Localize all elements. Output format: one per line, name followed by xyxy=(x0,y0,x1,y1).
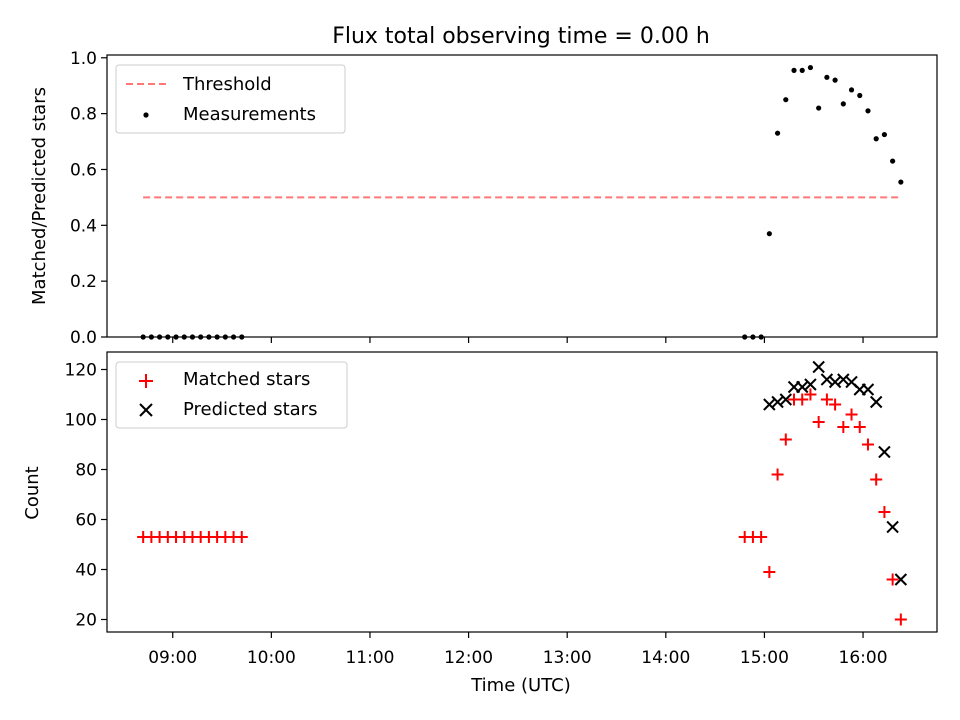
top-y-tick-label: 0.6 xyxy=(70,160,97,180)
bottom-x-tick-label: 15:00 xyxy=(740,648,789,668)
matched-stars-legend-swatch xyxy=(139,374,153,388)
matched-star-point xyxy=(870,473,883,486)
predicted-star-point xyxy=(828,375,842,389)
top-axes-frame xyxy=(106,54,938,338)
measurement-point xyxy=(807,64,814,71)
matched-star-point xyxy=(878,506,891,518)
bottom-y-axis-label: Count xyxy=(22,466,43,519)
bottom-y-tick-label: 60 xyxy=(75,511,97,531)
bottom-legend-box xyxy=(115,361,348,429)
matched-star-point xyxy=(235,531,248,543)
matched-star-point xyxy=(771,468,784,481)
matched-star-point xyxy=(755,531,768,543)
bottom-x-tick-label: 11:00 xyxy=(345,648,394,668)
count-points-group xyxy=(137,360,908,626)
measurement-point xyxy=(873,136,879,142)
measurement-point xyxy=(816,105,822,111)
measurement-point xyxy=(774,130,781,136)
measurement-point xyxy=(840,101,846,107)
matched-star-point xyxy=(837,421,850,433)
measurement-point xyxy=(848,87,855,93)
bottom-panel: 20 40 60 80 100 120 09:00 10:00 11:00 12:00 13:00… xyxy=(22,351,938,696)
bottom-axes-frame xyxy=(106,351,938,633)
measurement-point xyxy=(881,131,888,138)
bottom-x-ticks: 09:00 10:00 11:00 12:00 13:00 14:00 15:00 16:00 xyxy=(148,632,888,668)
bottom-x-tick-label: 09:00 xyxy=(148,648,197,668)
matched-star-point xyxy=(894,613,907,626)
predicted-star-point xyxy=(894,573,908,586)
predicted-stars-legend-label: Predicted stars xyxy=(183,399,317,420)
top-y-ticks: 0.0 0.2 0.4 0.6 0.8 1.0 xyxy=(70,49,107,348)
predicted-star-point xyxy=(812,360,825,374)
predicted-star-point xyxy=(861,383,875,396)
top-x-ticks xyxy=(172,337,864,343)
measurement-point xyxy=(832,77,838,83)
predicted-stars-legend-swatch xyxy=(139,403,153,417)
top-y-tick-label: 0.0 xyxy=(70,328,97,348)
top-legend: Threshold Measurements xyxy=(115,64,346,134)
bottom-x-axis-label: Time (UTC) xyxy=(470,675,571,696)
predicted-star-point xyxy=(771,395,784,409)
measurement-point xyxy=(799,67,805,73)
measurement-point xyxy=(865,108,871,114)
measurements-legend-swatch xyxy=(143,112,149,118)
matched-star-point xyxy=(779,433,792,446)
measurement-point xyxy=(890,158,896,164)
predicted-star-point xyxy=(869,395,883,409)
bottom-y-tick-label: 100 xyxy=(65,411,97,431)
bottom-legend: Matched stars Predicted stars xyxy=(115,361,348,429)
predicted-star-point xyxy=(796,380,809,394)
matched-star-point xyxy=(804,388,817,401)
threshold-legend-label: Threshold xyxy=(182,74,272,95)
matched-star-point xyxy=(796,393,809,406)
matched-star-point xyxy=(820,393,833,406)
bottom-x-tick-label: 16:00 xyxy=(839,648,888,668)
top-y-axis-label: Matched/Predicted stars xyxy=(29,87,50,305)
bottom-y-tick-label: 120 xyxy=(65,361,97,381)
bottom-y-ticks: 20 40 60 80 100 120 xyxy=(65,361,107,631)
bottom-y-tick-label: 20 xyxy=(75,611,97,631)
bottom-y-tick-label: 80 xyxy=(75,461,97,481)
predicted-star-point xyxy=(779,393,792,406)
bottom-y-tick-label: 40 xyxy=(75,561,97,581)
matched-star-point xyxy=(829,398,842,411)
top-legend-box xyxy=(115,64,346,134)
predicted-star-point xyxy=(763,398,776,411)
bottom-x-tick-label: 10:00 xyxy=(247,648,296,668)
measurement-point xyxy=(791,67,797,73)
measurement-point xyxy=(766,231,772,237)
top-y-tick-label: 1.0 xyxy=(70,49,97,69)
measurement-point xyxy=(857,92,863,99)
matched-star-point xyxy=(886,573,899,586)
predicted-star-point xyxy=(804,378,817,391)
matched-star-point xyxy=(853,421,866,433)
top-y-tick-label: 0.8 xyxy=(70,105,97,125)
predicted-star-point xyxy=(837,373,850,386)
predicted-star-point xyxy=(820,373,834,386)
measurement-point xyxy=(898,179,904,185)
predicted-star-point xyxy=(878,445,891,459)
bottom-x-tick-label: 12:00 xyxy=(444,648,493,668)
figure-title: Flux total observing time = 0.00 h xyxy=(332,24,710,49)
matched-star-point xyxy=(812,416,825,428)
bottom-x-tick-label: 14:00 xyxy=(641,648,690,668)
matched-star-point xyxy=(861,438,874,451)
predicted-star-point xyxy=(886,520,899,534)
top-panel: 0.0 0.2 0.4 0.6 0.8 1.0 Matched/Predicted sta… xyxy=(29,49,938,348)
measurement-point xyxy=(824,74,830,80)
matched-stars-legend-label: Matched stars xyxy=(183,369,310,390)
matched-star-point xyxy=(845,408,858,421)
matched-star-point xyxy=(763,566,776,578)
measurement-point xyxy=(783,97,789,103)
bottom-x-tick-label: 13:00 xyxy=(543,648,592,668)
top-y-tick-label: 0.2 xyxy=(70,272,97,292)
measurements-legend-label: Measurements xyxy=(183,104,316,125)
top-y-tick-label: 0.4 xyxy=(70,216,97,236)
